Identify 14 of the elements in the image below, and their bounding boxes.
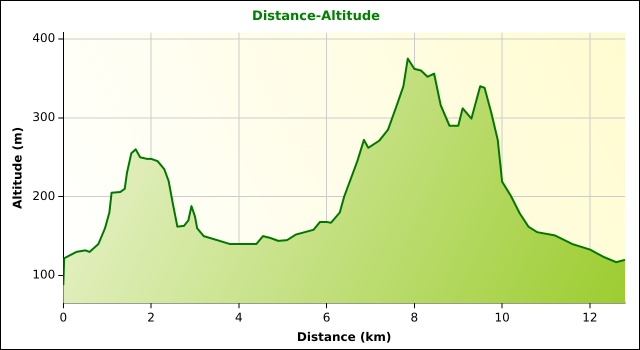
- x-tick-label: 0: [59, 310, 68, 325]
- chart-title: Distance-Altitude: [252, 9, 380, 24]
- x-tick-label: 12: [582, 310, 598, 325]
- y-axis-title: Altitude (m): [10, 126, 24, 209]
- x-tick-label: 2: [147, 310, 155, 325]
- x-tick-label: 6: [322, 310, 330, 325]
- y-tick-label: 400: [32, 31, 56, 46]
- x-tick-label: 10: [494, 310, 510, 325]
- x-axis-title: Distance (km): [296, 330, 392, 344]
- y-tick-label: 100: [32, 268, 56, 282]
- y-tick-label: 300: [32, 110, 56, 124]
- y-tick-label: 200: [32, 188, 56, 203]
- x-tick-label: 8: [410, 310, 418, 325]
- x-tick-label: 4: [235, 310, 243, 325]
